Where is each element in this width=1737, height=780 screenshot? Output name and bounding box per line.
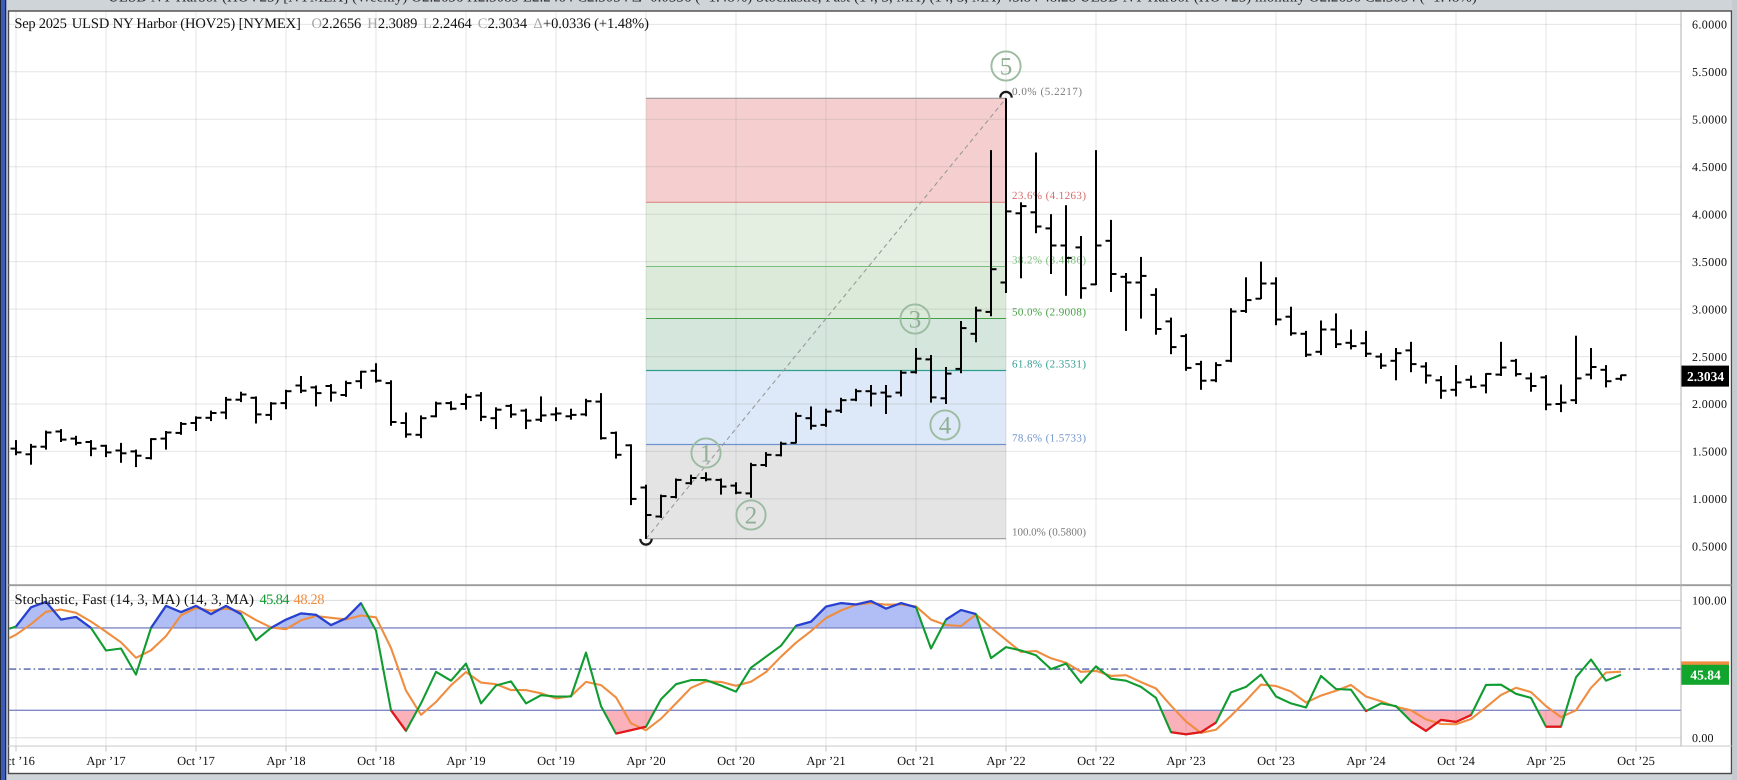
svg-text:Stochastic, Fast (14, 3, MA): Stochastic, Fast (14, 3, MA) (14, 3, MA): [15, 592, 255, 608]
svg-text:Δ: Δ: [533, 16, 542, 32]
svg-text:Apr ’23: Apr ’23: [1166, 754, 1205, 768]
svg-text:C: C: [478, 16, 488, 32]
svg-text:ULSD NY Harbor (HOV25) [NYMEX]: ULSD NY Harbor (HOV25) [NYMEX]: [72, 16, 301, 32]
svg-text:Oct ’21: Oct ’21: [897, 754, 935, 768]
svg-text:5.5000: 5.5000: [1692, 65, 1727, 79]
svg-text:48.28: 48.28: [294, 592, 325, 608]
svg-text:Oct ’20: Oct ’20: [717, 754, 755, 768]
svg-text:0.5000: 0.5000: [1692, 540, 1727, 554]
svg-text:50.0% (2.9008): 50.0% (2.9008): [1012, 306, 1086, 318]
svg-text:2.2656: 2.2656: [322, 16, 362, 32]
svg-text:Oct ’17: Oct ’17: [177, 754, 215, 768]
svg-text:+0.0336 (+1.48%): +0.0336 (+1.48%): [543, 16, 649, 32]
svg-text:2: 2: [745, 503, 758, 530]
svg-text:78.6% (1.5733): 78.6% (1.5733): [1012, 432, 1086, 444]
svg-text:Apr ’22: Apr ’22: [986, 754, 1025, 768]
svg-text:H: H: [367, 16, 378, 32]
svg-text:4.5000: 4.5000: [1692, 160, 1727, 174]
svg-text:0.00: 0.00: [1692, 731, 1714, 745]
svg-text:4: 4: [939, 413, 952, 440]
svg-text:1.5000: 1.5000: [1692, 445, 1727, 459]
svg-text:Oct ’23: Oct ’23: [1257, 754, 1295, 768]
svg-text:1: 1: [700, 441, 713, 468]
svg-text:5: 5: [1000, 54, 1013, 81]
svg-text:Apr ’18: Apr ’18: [266, 754, 305, 768]
svg-text:100.00: 100.00: [1692, 594, 1727, 608]
svg-text:Oct ’16: Oct ’16: [0, 754, 35, 768]
svg-text:3.0000: 3.0000: [1692, 302, 1727, 316]
svg-text:Sep 2025: Sep 2025: [14, 16, 67, 32]
svg-text:4.0000: 4.0000: [1692, 207, 1727, 221]
svg-text:Apr ’19: Apr ’19: [446, 754, 485, 768]
svg-text:100.0% (0.5800): 100.0% (0.5800): [1012, 527, 1086, 539]
svg-text:Oct ’22: Oct ’22: [1077, 754, 1115, 768]
svg-text:23.6% (4.1263): 23.6% (4.1263): [1012, 190, 1086, 202]
svg-text:Apr ’21: Apr ’21: [806, 754, 845, 768]
svg-text:2.3089: 2.3089: [378, 16, 418, 32]
svg-text:38.2% (3.4486): 38.2% (3.4486): [1012, 254, 1086, 266]
svg-text:3.5000: 3.5000: [1692, 255, 1727, 269]
svg-text:2.3034: 2.3034: [1687, 369, 1724, 384]
svg-text:Oct ’19: Oct ’19: [537, 754, 575, 768]
svg-text:5.0000: 5.0000: [1692, 113, 1727, 127]
svg-text:45.84: 45.84: [1690, 667, 1721, 682]
svg-text:O: O: [312, 16, 322, 32]
svg-text:2.5000: 2.5000: [1692, 350, 1727, 364]
svg-text:3: 3: [909, 307, 922, 334]
svg-text:2.0000: 2.0000: [1692, 397, 1727, 411]
svg-text:6.0000: 6.0000: [1692, 18, 1727, 32]
svg-text:Apr ’24: Apr ’24: [1346, 754, 1386, 768]
svg-text:L: L: [423, 16, 432, 32]
svg-text:Apr ’17: Apr ’17: [86, 754, 125, 768]
svg-text:Oct ’18: Oct ’18: [357, 754, 395, 768]
svg-text:61.8% (2.3531): 61.8% (2.3531): [1012, 358, 1086, 370]
svg-text:1.0000: 1.0000: [1692, 492, 1727, 506]
svg-text:Oct ’25: Oct ’25: [1617, 754, 1655, 768]
svg-text:Oct ’24: Oct ’24: [1437, 754, 1476, 768]
svg-text:0.0% (5.2217): 0.0% (5.2217): [1012, 86, 1082, 98]
svg-text:ULSD NY Harbor (HOV25) [NYMEX]: ULSD NY Harbor (HOV25) [NYMEX] (Weekly) …: [108, 0, 1477, 5]
svg-text:2.2464: 2.2464: [432, 16, 472, 32]
svg-text:Apr ’20: Apr ’20: [626, 754, 665, 768]
svg-text:45.84: 45.84: [260, 592, 291, 608]
svg-text:2.3034: 2.3034: [488, 16, 528, 32]
svg-text:Apr ’25: Apr ’25: [1526, 754, 1565, 768]
